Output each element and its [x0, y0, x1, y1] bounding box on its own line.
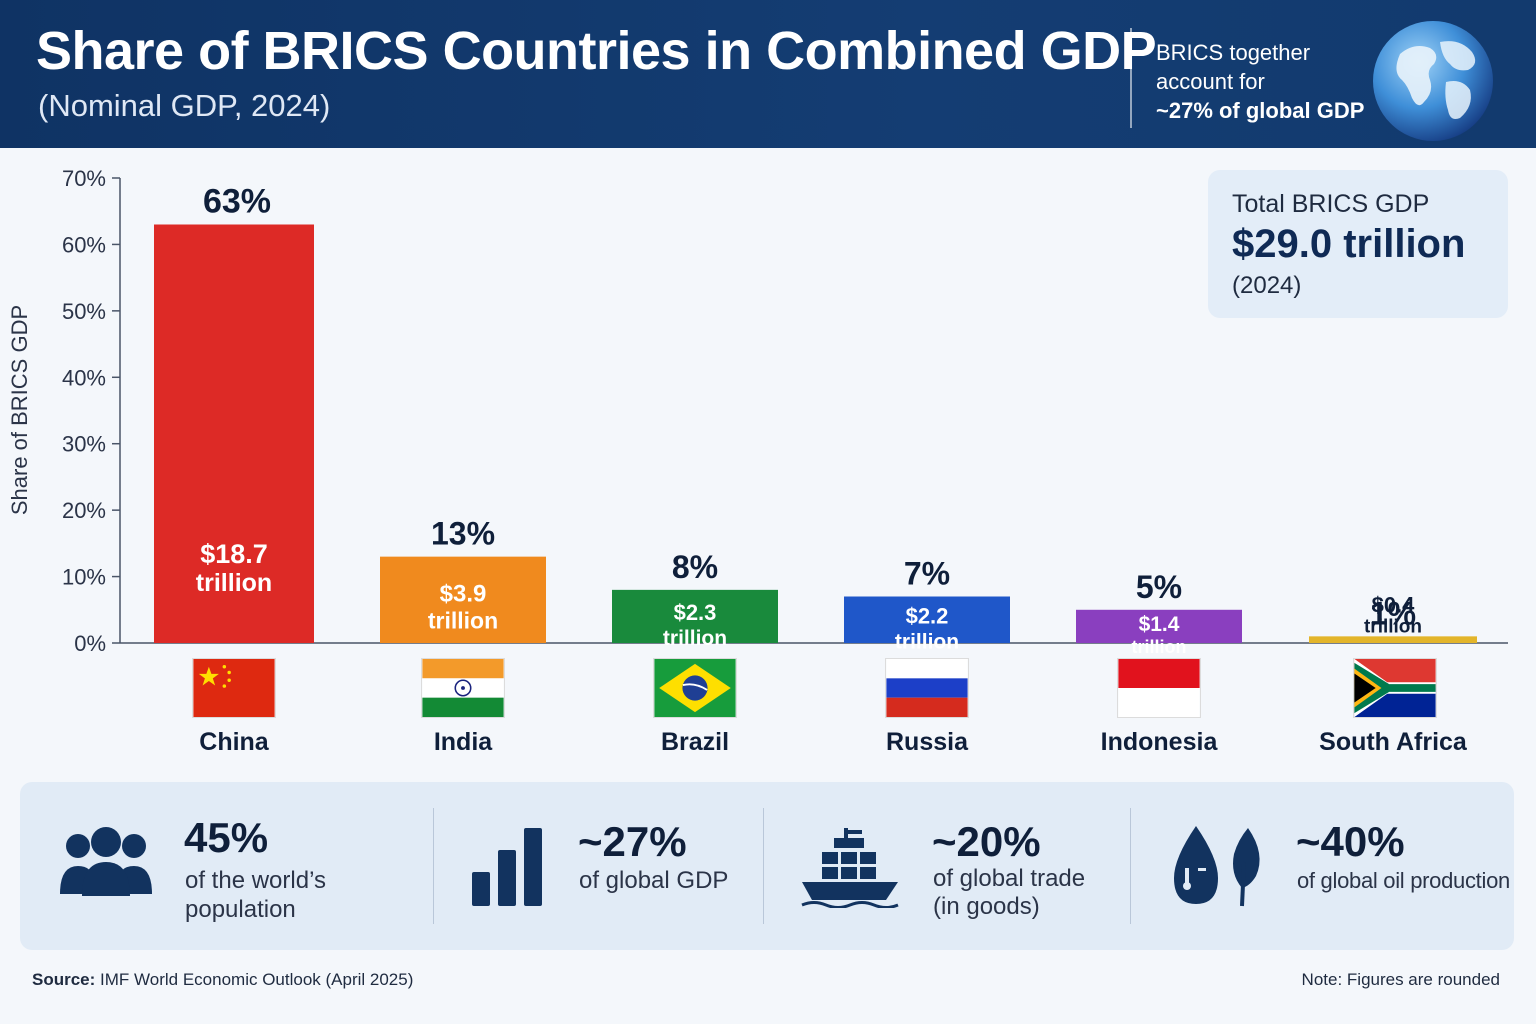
china-flag-icon — [192, 658, 276, 718]
source-note: Source: IMF World Economic Outlook (Apri… — [32, 970, 413, 990]
bar-gdp-amount: $18.7 — [200, 539, 268, 569]
header-note-line1: BRICS together — [1156, 40, 1311, 65]
y-tick-label: 50% — [62, 299, 106, 324]
russia-flag-icon — [885, 658, 969, 718]
globe-icon — [1373, 21, 1493, 141]
y-tick-label: 40% — [62, 365, 106, 390]
y-tick-label: 20% — [62, 498, 106, 523]
stat-gdp-value: ~27% — [578, 818, 687, 865]
oil-drop-leaf-icon — [1174, 826, 1260, 907]
stat-oil-line1: of global oil production — [1297, 868, 1510, 893]
stat-gdp-line1: of global GDP — [579, 867, 729, 894]
country-label-china: China — [199, 728, 269, 756]
bar-indonesia — [1076, 609, 1242, 643]
bar-china — [154, 224, 314, 643]
header-note-highlight: ~27% of global GDP — [1156, 98, 1365, 123]
bar-gdp-amount: $1.4 — [1139, 613, 1180, 636]
bar-russia — [844, 596, 1010, 643]
cargo-ship-icon — [801, 828, 899, 908]
bar-india — [380, 556, 546, 643]
south-africa-flag-icon — [1353, 658, 1437, 718]
bar-gdp-unit: trillion — [1364, 616, 1422, 637]
bar-value-label: 5% — [1136, 569, 1182, 605]
bar-gdp-unit: trillion — [663, 627, 727, 650]
bar-value-label: 1% — [1370, 595, 1416, 631]
people-icon — [60, 827, 152, 896]
y-tick-label: 60% — [62, 232, 106, 257]
stats-panel: 45% of the world’s population ~27% of gl… — [20, 782, 1514, 950]
header-divider — [1130, 28, 1132, 128]
header-note: BRICS together account for ~27% of globa… — [1156, 38, 1366, 125]
bar-value-label: 13% — [431, 516, 495, 552]
y-tick-label: 0% — [74, 631, 106, 656]
source-text: IMF World Economic Outlook (April 2025) — [100, 970, 414, 989]
country-label-south-africa: South Africa — [1319, 728, 1467, 756]
y-tick-label: 30% — [62, 432, 106, 457]
page-title: Share of BRICS Countries in Combined GDP — [36, 21, 1157, 81]
bar-gdp-amount: $2.2 — [906, 604, 949, 629]
total-gdp-year: (2024) — [1232, 272, 1302, 299]
india-flag-icon — [421, 658, 505, 718]
bar-chart-icon — [472, 828, 542, 906]
bar-value-label: 8% — [672, 549, 718, 585]
stat-trade-line1: of global trade — [933, 865, 1086, 892]
bar-gdp-amount: $3.9 — [440, 580, 487, 607]
y-axis-label: Share of BRICS GDP — [7, 304, 32, 516]
y-tick-label: 10% — [62, 565, 106, 590]
page-subtitle: (Nominal GDP, 2024) — [38, 88, 331, 123]
stat-trade-value: ~20% — [932, 818, 1041, 865]
bar-value-label: 7% — [904, 556, 950, 592]
header: Share of BRICS Countries in Combined GDP… — [0, 0, 1536, 148]
country-label-indonesia: Indonesia — [1100, 728, 1218, 756]
country-label-brazil: Brazil — [660, 728, 730, 756]
stat-trade-line2: (in goods) — [933, 893, 1040, 920]
country-label-russia: Russia — [886, 728, 968, 756]
stat-population-value: 45% — [184, 814, 269, 861]
total-gdp-label: Total BRICS GDP — [1232, 190, 1430, 218]
brazil-flag-icon — [653, 658, 737, 718]
stat-population-line2: population — [185, 896, 296, 923]
bar-chart: 0%10%20%30%40%50%60%70%63%$18.7trillion1… — [62, 166, 1508, 657]
header-note-line2: account for — [1156, 69, 1265, 94]
stat-divider — [763, 808, 764, 924]
y-tick-label: 70% — [62, 166, 106, 191]
bar-gdp-unit: trillion — [196, 569, 272, 597]
bar-brazil — [612, 589, 778, 643]
source-label: Source: — [32, 970, 96, 989]
bar-south-africa — [1309, 636, 1477, 643]
stat-oil-value: ~40% — [1296, 818, 1405, 865]
total-gdp-box: Total BRICS GDP $29.0 trillion (2024) — [1208, 170, 1508, 318]
bar-gdp-unit: trillion — [1132, 637, 1187, 657]
indonesia-flag-icon — [1117, 658, 1201, 718]
total-gdp-value: $29.0 trillion — [1232, 222, 1466, 266]
bar-gdp-unit: trillion — [895, 631, 959, 654]
bar-gdp-unit: trillion — [428, 607, 498, 633]
stat-population-line1: of the world’s — [185, 867, 326, 894]
country-label-india: India — [433, 728, 493, 756]
footer-note: Note: Figures are rounded — [1301, 970, 1500, 989]
bar-gdp-amount: $2.3 — [674, 600, 717, 625]
stat-divider — [433, 808, 434, 924]
stat-divider — [1130, 808, 1131, 924]
bar-gdp-amount: $0.4 — [1372, 592, 1416, 617]
bar-value-label: 63% — [203, 183, 271, 221]
